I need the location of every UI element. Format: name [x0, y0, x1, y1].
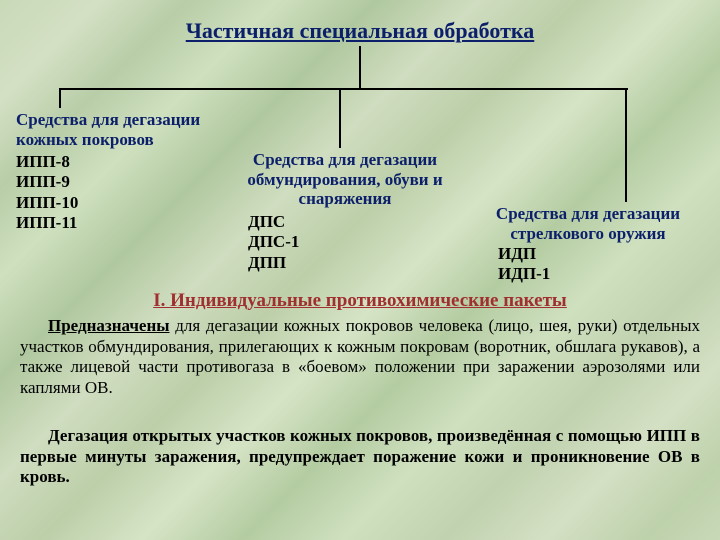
branch-list: ИПП-8ИПП-9ИПП-10ИПП-11 — [16, 152, 78, 234]
branch-list-item: ДПП — [248, 253, 299, 273]
branch-heading: Средства для дегазациистрелкового оружия — [470, 204, 706, 243]
diagram-stem — [359, 46, 361, 88]
diagram-branch-line — [59, 88, 61, 108]
branch-list: ДПСДПС-1ДПП — [248, 212, 299, 273]
diagram-horizontal — [60, 88, 628, 90]
branch-list-item: ИПП-10 — [16, 193, 78, 213]
branch-list-item: ДПС-1 — [248, 232, 299, 252]
diagram-branch-line — [625, 88, 627, 202]
branch-list-item: ИПП-11 — [16, 213, 78, 233]
branch-heading: Средства для дегазацииобмундирования, об… — [220, 150, 470, 209]
page-title: Частичная специальная обработка — [0, 18, 720, 44]
branch-heading: Средства для дегазациикожных покровов — [16, 110, 236, 149]
diagram-branch-line — [339, 88, 341, 148]
branch-list-item: ИПП-8 — [16, 152, 78, 172]
branch-list: ИДПИДП-1 — [498, 244, 550, 285]
branch-list-item: ДПС — [248, 212, 299, 232]
branch-list-item: ИДП-1 — [498, 264, 550, 284]
branch-list-item: ИДП — [498, 244, 550, 264]
section-title: I. Индивидуальные противохимические паке… — [0, 290, 720, 312]
paragraph-2: Дегазация открытых участков кожных покро… — [20, 426, 700, 488]
branch-list-item: ИПП-9 — [16, 172, 78, 192]
paragraph-1: Предназначены для дегазации кожных покро… — [20, 316, 700, 399]
